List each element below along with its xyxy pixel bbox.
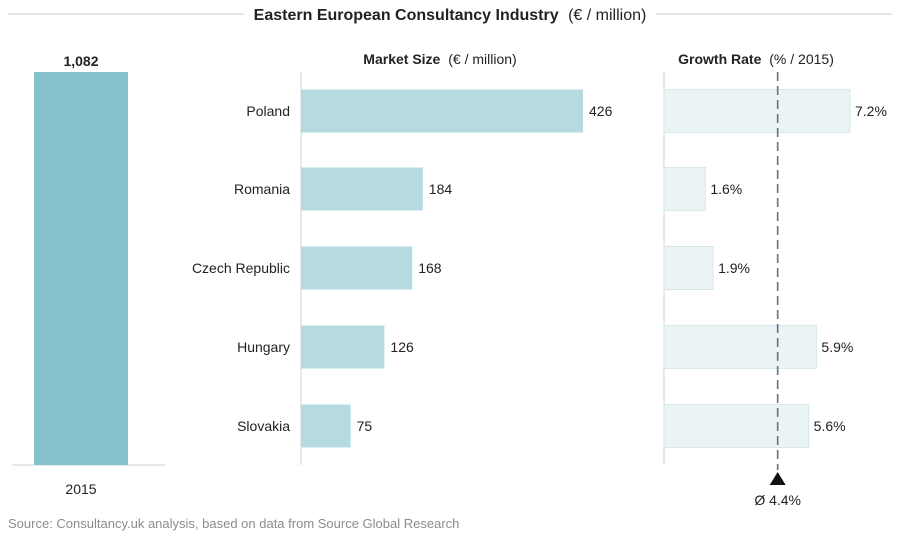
growth-rate-value: 7.2% xyxy=(855,103,887,119)
country-label: Czech Republic xyxy=(192,260,290,276)
market-size-title-unit: (€ / million) xyxy=(448,51,516,67)
growth-rate-bar xyxy=(663,89,851,133)
market-size-bar xyxy=(301,325,385,369)
average-triangle-marker xyxy=(769,472,786,485)
country-label: Poland xyxy=(246,103,290,119)
market-size-title: Market Size (€ / million) xyxy=(363,51,516,67)
market-size-panel: Poland 426 Romania 184 Czech Republic 168 Hung… xyxy=(192,72,613,465)
chart-title-unit: (€ / million) xyxy=(568,7,646,24)
growth-rate-title: Growth Rate (% / 2015) xyxy=(678,51,834,67)
country-label: Romania xyxy=(234,181,290,197)
growth-rate-title-unit: (% / 2015) xyxy=(769,51,834,67)
growth-rate-bar xyxy=(663,404,810,448)
market-size-value: 168 xyxy=(418,260,442,276)
market-size-value: 184 xyxy=(429,181,453,197)
country-label: Slovakia xyxy=(237,418,290,434)
source-note: Source: Consultancy.uk analysis, based o… xyxy=(8,516,459,531)
chart-title: Eastern European Consultancy Industry (€… xyxy=(254,7,647,24)
average-label: Ø 4.4% xyxy=(754,492,801,508)
market-size-bar xyxy=(301,246,413,290)
chart-title-main: Eastern European Consultancy Industry xyxy=(254,7,559,24)
country-label: Hungary xyxy=(237,339,290,355)
market-size-bar xyxy=(301,167,423,211)
growth-rate-value: 5.6% xyxy=(814,418,846,434)
growth-rate-bar xyxy=(663,167,706,211)
market-size-value: 75 xyxy=(357,418,373,434)
total-category-label: 2015 xyxy=(65,481,96,497)
total-bar xyxy=(34,72,128,465)
total-panel: 1,082 2015 xyxy=(12,53,165,497)
growth-rate-bar xyxy=(663,246,714,290)
growth-rate-bar xyxy=(663,325,817,369)
market-size-value: 426 xyxy=(589,103,613,119)
total-value-label: 1,082 xyxy=(63,53,98,69)
growth-rate-value: 1.6% xyxy=(710,181,742,197)
market-size-bar xyxy=(301,89,583,133)
market-size-bar xyxy=(301,404,351,448)
growth-rate-value: 1.9% xyxy=(718,260,750,276)
growth-rate-panel: 7.2% 1.6% 1.9% 5.9% 5.6% Ø 4.4% xyxy=(663,72,887,508)
market-size-value: 126 xyxy=(390,339,414,355)
growth-rate-value: 5.9% xyxy=(821,339,853,355)
market-size-title-main: Market Size xyxy=(363,51,440,67)
growth-rate-title-main: Growth Rate xyxy=(678,51,761,67)
